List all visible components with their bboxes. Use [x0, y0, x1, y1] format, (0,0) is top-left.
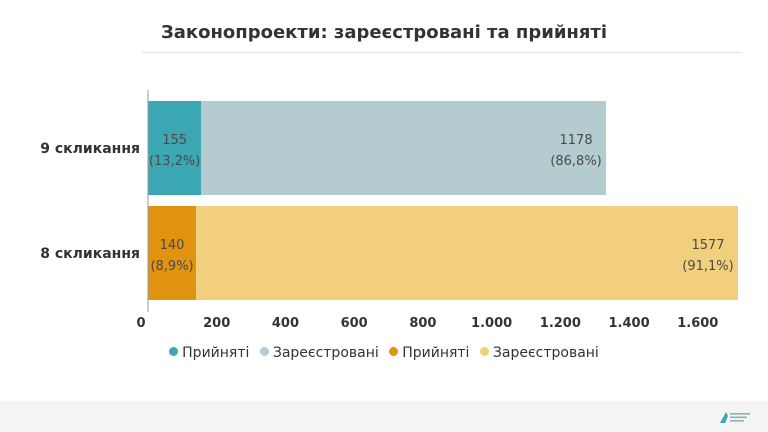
data-label-8-registered: 1577 — [691, 238, 724, 253]
bar-9-accepted — [148, 101, 202, 195]
bar-8-registered — [196, 206, 738, 300]
legend-label-registered-9: Зареєстровані — [272, 345, 379, 361]
legend-item-accepted-8[interactable]: Прийняті — [389, 345, 469, 361]
x-tick-label: 400 — [272, 316, 299, 331]
stacked-bar-chart: 155 (13,2%) 1178 (86,8%) 140 (8,9%) 1577 (91,1%… — [40, 90, 738, 331]
x-tick-label: 600 — [341, 316, 368, 331]
x-tick-label: 1.400 — [609, 316, 650, 331]
category-label-8: 8 скликання — [40, 246, 140, 262]
x-tick-label: 1.200 — [540, 316, 581, 331]
footer-bar — [0, 401, 768, 432]
legend-label-accepted-9: Прийняті — [182, 345, 250, 361]
data-pct-9-registered: (86,8%) — [550, 154, 601, 169]
legend-item-accepted-9[interactable]: Прийняті — [169, 345, 249, 361]
organization-logo-icon — [720, 412, 750, 423]
legend-swatch-accepted-8 — [389, 347, 399, 356]
x-tick-label: 800 — [409, 316, 436, 331]
data-pct-9-accepted: (13,2%) — [149, 154, 200, 169]
legend-swatch-accepted-9 — [169, 347, 179, 356]
bar-8-accepted — [148, 206, 197, 300]
chart-legend: Прийняті Зареєстровані Прийняті Зареєстр… — [0, 345, 768, 361]
category-label-9: 9 скликання — [40, 141, 140, 157]
legend-swatch-registered-9 — [259, 347, 269, 356]
bar-9-registered — [201, 101, 607, 195]
x-tick-label: 200 — [203, 316, 230, 331]
data-label-8-accepted: 140 — [160, 238, 185, 253]
legend-label-registered-8: Зареєстровані — [492, 345, 599, 361]
x-tick-label: 1.600 — [677, 316, 718, 331]
chart-title: Законопроекти: зареєстровані та прийняті — [160, 22, 608, 43]
x-tick-label: 1.000 — [471, 316, 512, 331]
data-pct-8-registered: (91,1%) — [682, 259, 733, 274]
legend-item-registered-8[interactable]: Зареєстровані — [479, 345, 599, 361]
data-label-9-accepted: 155 — [162, 133, 187, 148]
data-pct-8-accepted: (8,9%) — [150, 259, 193, 274]
x-tick-label: 0 — [136, 316, 145, 331]
legend-item-registered-9[interactable]: Зареєстровані — [259, 345, 379, 361]
data-label-9-registered: 1178 — [560, 133, 593, 148]
title-divider — [142, 52, 742, 53]
legend-swatch-registered-8 — [479, 347, 489, 356]
legend-label-accepted-8: Прийняті — [402, 345, 470, 361]
